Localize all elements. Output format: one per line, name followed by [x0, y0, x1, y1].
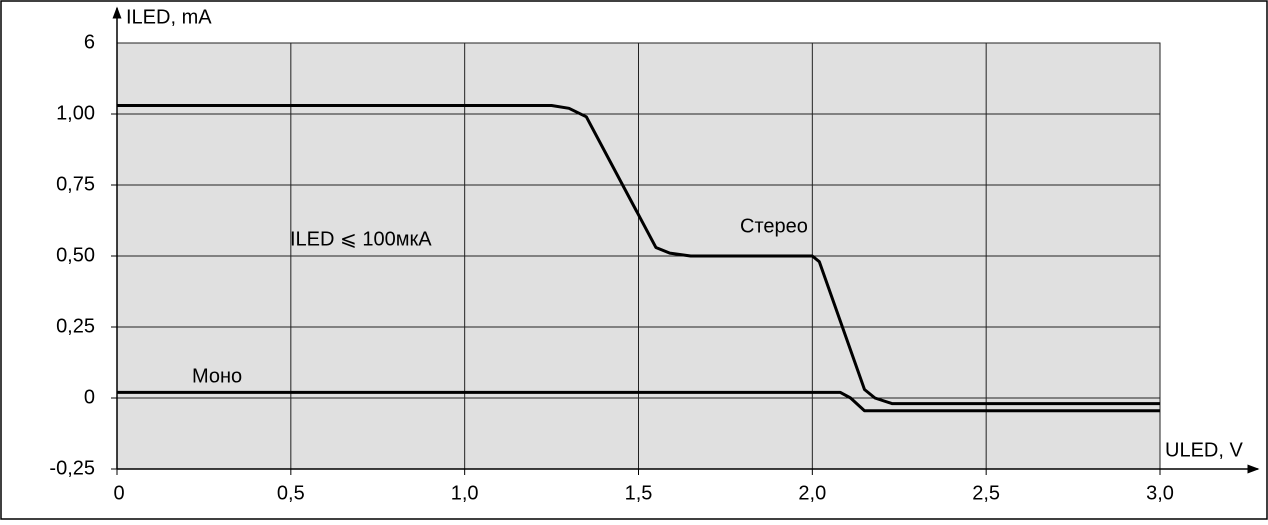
y-tick-label: 0	[84, 386, 95, 408]
line-series	[117, 103, 1160, 406]
series-label: Моно	[192, 365, 242, 387]
x-tick-label: 0,5	[277, 482, 305, 504]
x-tick-label: 1,0	[451, 482, 479, 504]
y-tick-label: 1,00	[56, 102, 95, 124]
series-label: Стерео	[740, 215, 808, 237]
x-tick-label: 3,0	[1146, 482, 1174, 504]
y-tick-label: -0,25	[49, 457, 95, 479]
x-tick-label: 0	[113, 482, 124, 504]
y-tick-label: 0,75	[56, 173, 95, 195]
x-tick-label: 2,5	[972, 482, 1000, 504]
y-tick-label: 0,25	[56, 315, 95, 337]
y-axis-label: ILED, mA	[126, 6, 212, 28]
y-tick-label: 0,50	[56, 244, 95, 266]
annotation: ILED ⩽ 100мкА	[290, 228, 432, 250]
line-series	[117, 390, 1160, 413]
y-tick-label: 6	[84, 31, 95, 53]
x-tick-label: 1,5	[625, 482, 653, 504]
x-axis-label: ULED, V	[1165, 439, 1243, 461]
x-tick-label: 2,0	[798, 482, 826, 504]
